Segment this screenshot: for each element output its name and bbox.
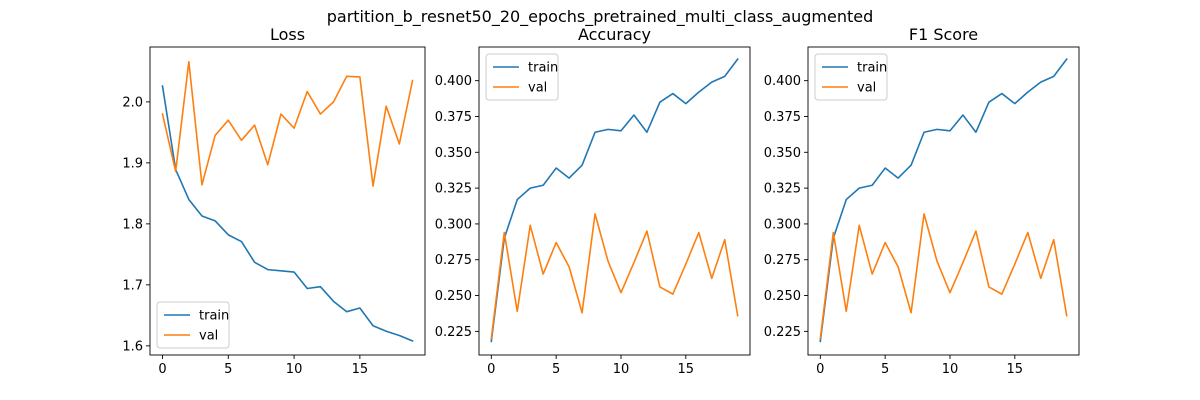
legend-label: val bbox=[528, 81, 547, 96]
legend-label: val bbox=[857, 81, 876, 96]
legend-label: train bbox=[528, 61, 558, 76]
legend-label: val bbox=[199, 329, 218, 344]
series-line-train bbox=[161, 85, 414, 343]
x-tick-label: 5 bbox=[881, 362, 889, 377]
axes-frame bbox=[478, 46, 751, 356]
y-tick-label: 0.375 bbox=[435, 110, 472, 125]
x-tick-label: 10 bbox=[286, 362, 303, 377]
y-tick-label: 2.0 bbox=[122, 95, 143, 110]
series-line-val bbox=[819, 213, 1068, 340]
y-tick-label: 0.375 bbox=[764, 110, 801, 125]
y-tick-label: 0.300 bbox=[764, 217, 801, 232]
y-tick-label: 1.6 bbox=[122, 339, 143, 354]
y-tick-label: 0.275 bbox=[764, 253, 801, 268]
y-tick-label: 0.325 bbox=[764, 182, 801, 197]
series-line-train bbox=[490, 58, 739, 343]
y-tick-label: 0.225 bbox=[764, 325, 801, 340]
y-tick-label: 0.250 bbox=[435, 289, 472, 304]
legend-box bbox=[485, 53, 559, 101]
legend-label: train bbox=[199, 309, 229, 324]
y-tick-label: 0.400 bbox=[435, 74, 472, 89]
x-tick-label: 15 bbox=[678, 362, 695, 377]
subplot-title: Accuracy bbox=[578, 25, 651, 44]
y-tick-label: 0.275 bbox=[435, 253, 472, 268]
subplot-title: Loss bbox=[270, 25, 305, 44]
legend-box bbox=[156, 301, 230, 349]
legend: train val bbox=[156, 301, 230, 349]
subplot-accuracy: Accuracy 0 5 10 15 0.225 0.250 0.275 0.300 0.325 0… bbox=[435, 25, 751, 377]
x-tick-label: 0 bbox=[816, 362, 824, 377]
legend-label: train bbox=[857, 61, 887, 76]
x-tick-label: 15 bbox=[1007, 362, 1024, 377]
axes-frame bbox=[807, 46, 1080, 356]
y-tick-label: 0.400 bbox=[764, 74, 801, 89]
legend: train val bbox=[814, 53, 888, 101]
subplot-loss: Loss 0 5 10 15 1.6 1.7 1.8 1.9 2.0 train val bbox=[122, 25, 426, 377]
legend-box bbox=[814, 53, 888, 101]
series-line-train bbox=[819, 58, 1068, 343]
y-tick-label: 1.7 bbox=[122, 278, 143, 293]
axes-frame bbox=[149, 46, 426, 356]
y-tick-label: 0.300 bbox=[435, 217, 472, 232]
y-tick-label: 0.225 bbox=[435, 325, 472, 340]
series-line-val bbox=[161, 60, 414, 187]
x-tick-label: 0 bbox=[487, 362, 495, 377]
x-tick-label: 10 bbox=[613, 362, 630, 377]
y-tick-label: 0.250 bbox=[764, 289, 801, 304]
subplot-f1-score: F1 Score 0 5 10 15 0.225 0.250 0.275 0.300 0.325 0… bbox=[764, 25, 1080, 377]
y-tick-label: 0.350 bbox=[435, 146, 472, 161]
x-tick-label: 15 bbox=[352, 362, 369, 377]
x-tick-label: 5 bbox=[552, 362, 560, 377]
y-tick-label: 0.325 bbox=[435, 182, 472, 197]
x-tick-label: 0 bbox=[158, 362, 166, 377]
y-tick-label: 1.9 bbox=[122, 156, 143, 171]
series-line-val bbox=[490, 213, 739, 340]
subplot-title: F1 Score bbox=[909, 25, 978, 44]
x-tick-label: 10 bbox=[942, 362, 959, 377]
x-tick-label: 5 bbox=[224, 362, 232, 377]
legend: train val bbox=[485, 53, 559, 101]
figure-suptitle: partition_b_resnet50_20_epochs_pretraine… bbox=[327, 7, 874, 27]
y-tick-label: 0.350 bbox=[764, 146, 801, 161]
y-tick-label: 1.8 bbox=[122, 217, 143, 232]
